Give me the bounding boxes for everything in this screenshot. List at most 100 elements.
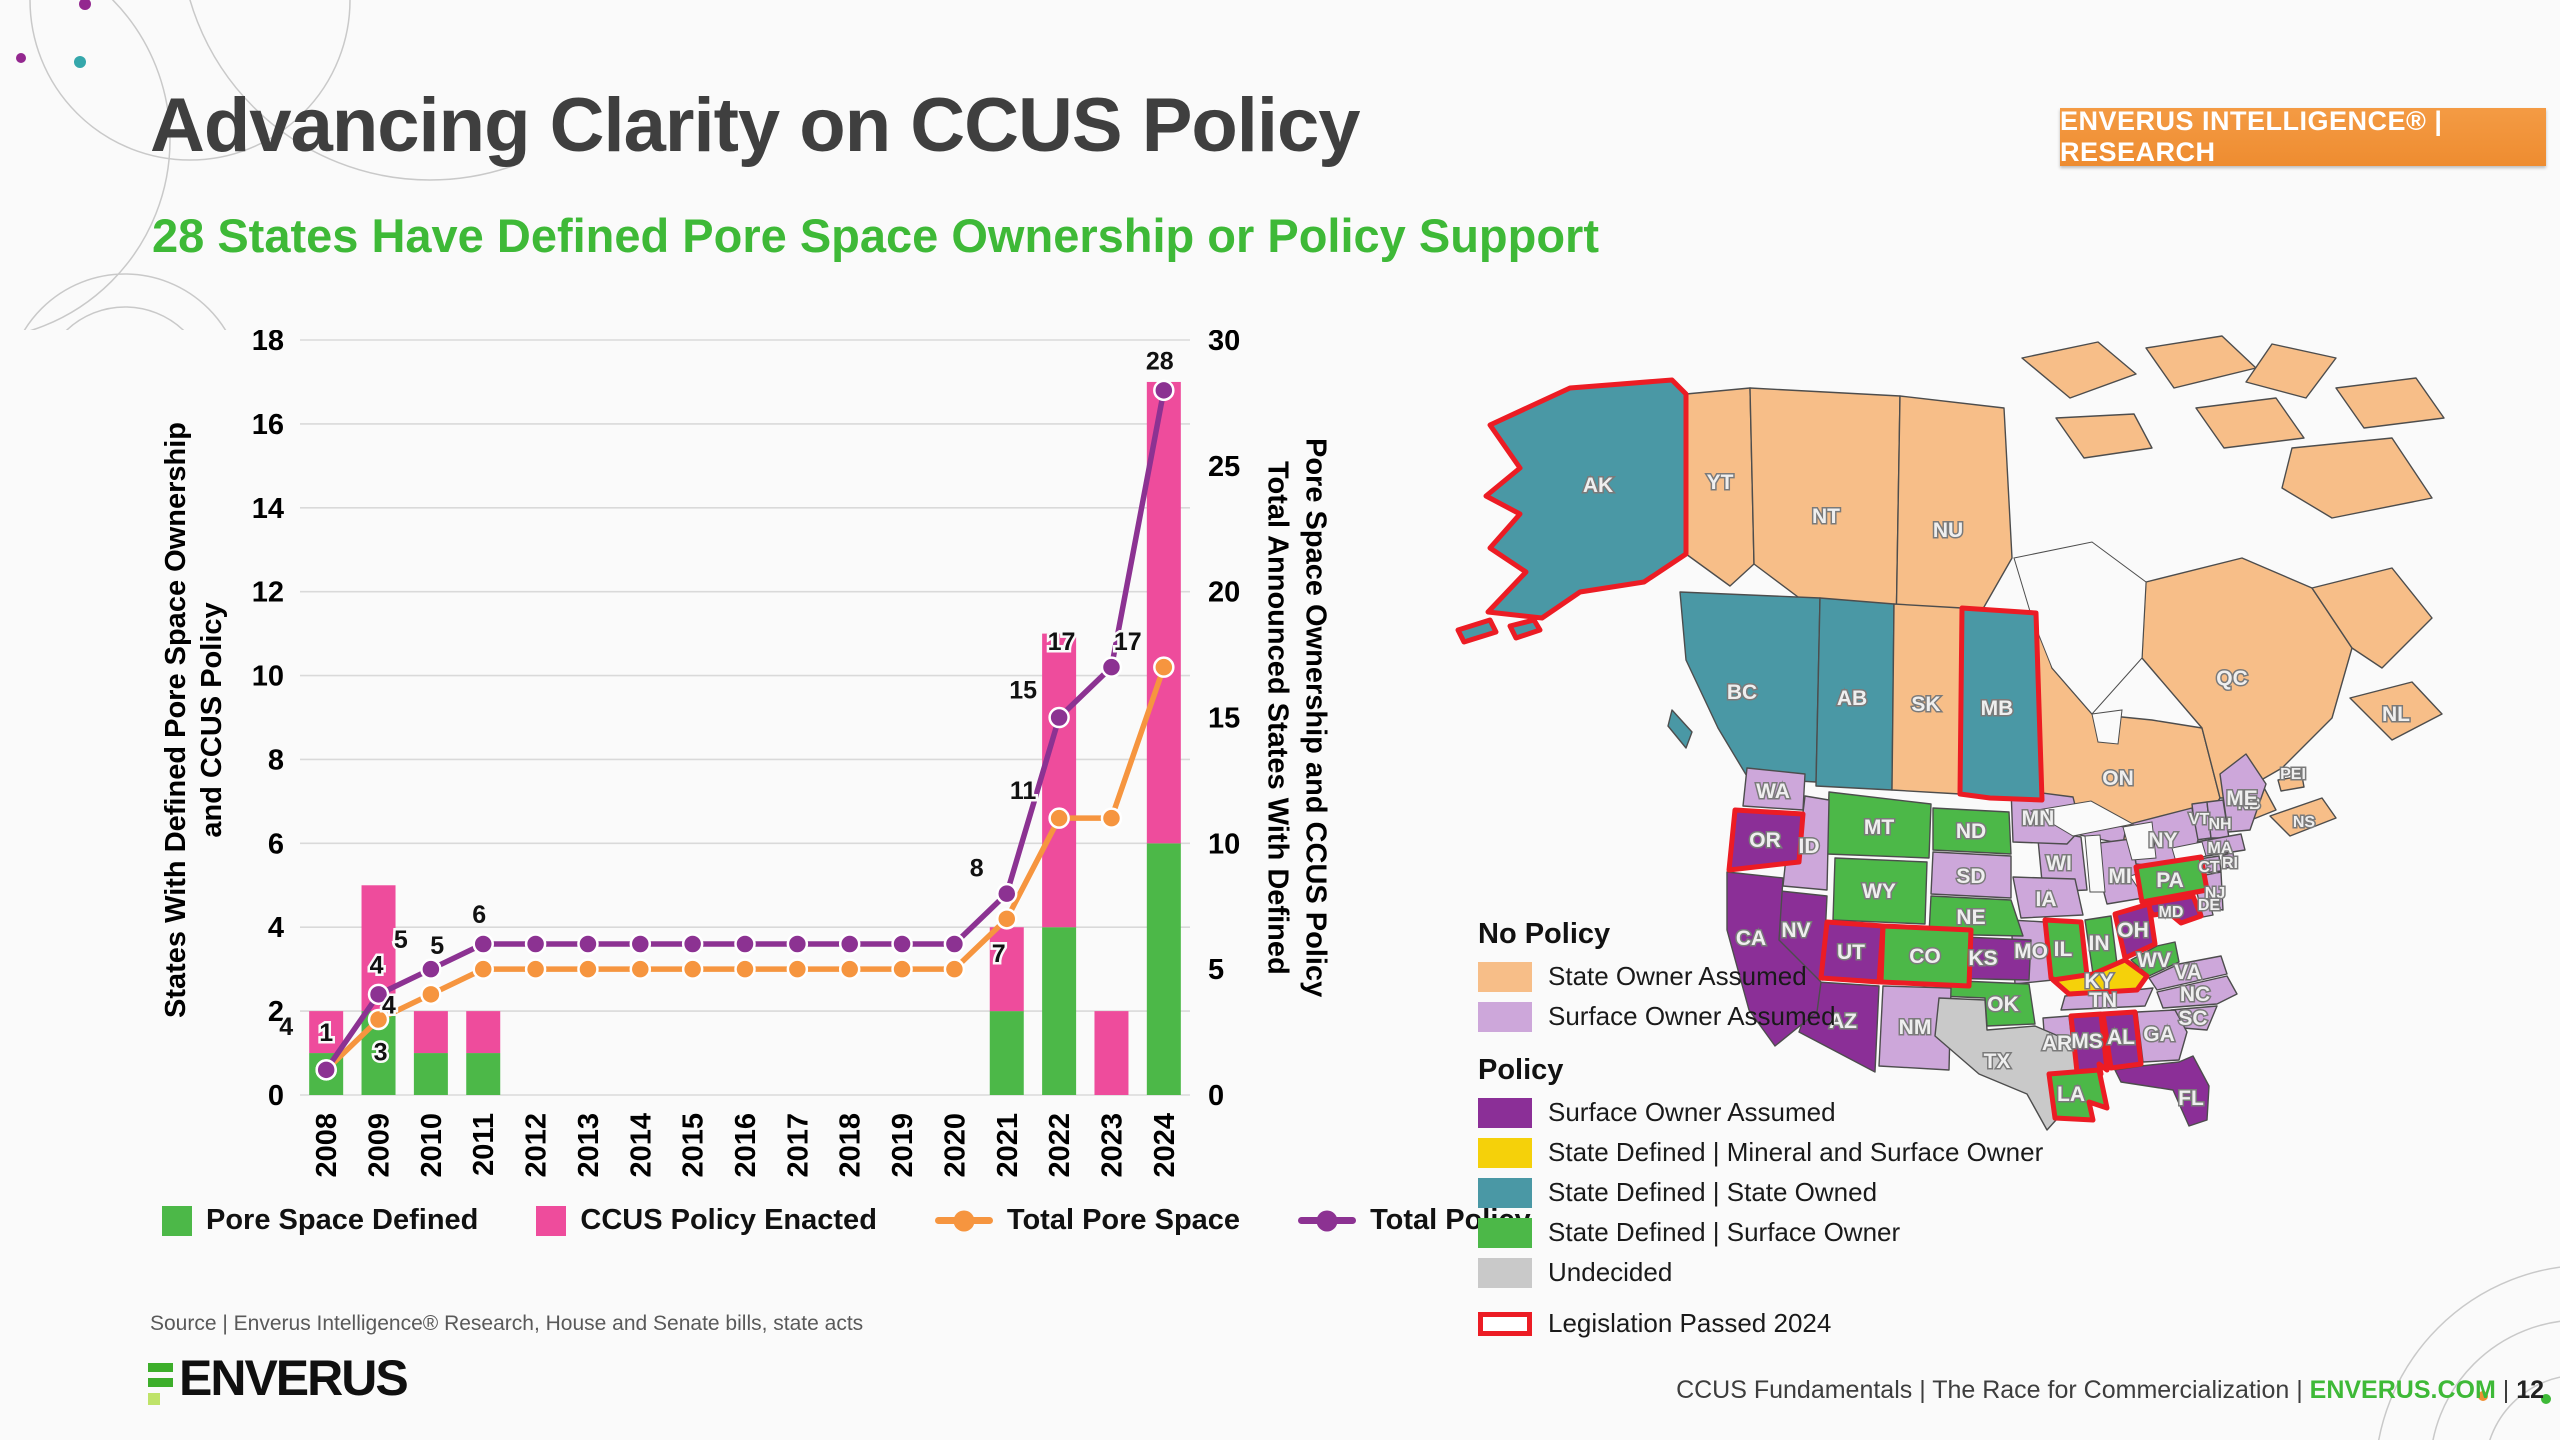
map-region-VA [2148,955,2228,991]
chart-legend-item-pore_space_defined: Pore Space Defined [162,1204,478,1237]
x-axis-label-2013: 2013 [573,1113,605,1178]
map-label-QC: QC [2216,667,2248,690]
dot-total_policy-2008 [315,1059,337,1081]
map-label-MN: MN [2022,807,2055,830]
legend-swatch [162,1205,192,1236]
map-label-NC: NC [2180,983,2210,1006]
dot-total_policy-2022 [1048,706,1070,729]
left-axis-tick: 6 [268,828,284,860]
map-region-UT [1818,919,1886,985]
map-region-isl5 [2195,397,2305,449]
dot-total_pore_space-2017 [786,958,809,980]
map-region-isl7 [2281,437,2433,519]
map-label-SD: SD [1956,865,1985,888]
legend-swatch [536,1205,567,1236]
map-lake-3 [2084,834,2106,893]
x-axis-label-2012: 2012 [521,1113,553,1178]
map-label-ME: ME [2226,787,2258,810]
data-label: 15 [1009,677,1037,705]
map-region-isl6 [2055,413,2153,459]
map-label-LA: LA [2057,1083,2085,1106]
dot-total_pore_space-2021 [996,908,1018,930]
footer-page-number: 12 [2516,1376,2544,1404]
dot-total_policy-2021 [996,882,1018,905]
map-region-AK [1483,377,1689,621]
dot-total_pore_space-2011 [472,958,494,980]
map-region-WY [1832,857,1928,925]
data-label: 17 [1114,628,1142,656]
dot-total_pore_space-2014 [629,958,652,980]
map-label-GA: GA [2143,1023,2175,1046]
data-label: 7 [992,940,1006,968]
map-region-QC [2141,557,2353,799]
map-region-CA [1726,871,1822,1047]
x-axis-label-2021: 2021 [992,1113,1024,1178]
map-region-VanIsl [1667,709,1693,749]
chart-legend-item-total_pore_space: Total Pore Space [934,1204,1240,1237]
map-label-CT: CT [2198,859,2220,876]
map-legend-swatch [1478,1257,1532,1288]
dot-total_policy-2015 [681,933,704,955]
map-region-LA [2046,1067,2110,1123]
left-axis-tick: 8 [268,744,284,776]
data-label: 6 [472,901,486,929]
map-legend-label: Surface Owner Assumed [1548,1001,1836,1031]
map-legend-outline-swatch [1478,1311,1532,1336]
map-region-NL [2349,681,2443,741]
map-label-MS: MS [2071,1030,2103,1053]
dot-total_pore_space-2010 [420,983,442,1006]
left-axis-tick: 0 [268,1080,284,1112]
left-axis-tick: 14 [252,493,284,525]
x-axis-label-2022: 2022 [1044,1113,1076,1178]
map-legend-label: Undecided [1548,1257,1673,1287]
x-axis-label-2020: 2020 [939,1113,971,1178]
map-label-NE: NE [1956,906,1985,929]
map-legend-label: State Defined | Mineral and Surface Owne… [1548,1137,2044,1167]
bar-pore_space_defined-2024 [1146,843,1181,1095]
map-label-AL: AL [2107,1026,2135,1049]
bar-pore_space_defined-2010 [413,1053,448,1095]
map-region-NC [2156,975,2238,1009]
data-label: 5 [394,926,408,954]
left-axis-tick: 18 [252,330,284,357]
map-lake-2 [2029,800,2135,837]
map-region-AL [2100,1009,2144,1071]
enverus-logo-text: ENVERUS [179,1350,409,1406]
bar-pore_space_defined-2011 [466,1053,501,1095]
chart-legend-item-ccus_policy_enacted: CCUS Policy Enacted [536,1204,877,1237]
map-label-KY: KY [2084,970,2113,993]
map-legend-label: Legislation Passed 2024 [1548,1308,1832,1338]
legend-line-marker [1298,1210,1357,1231]
map-label-WV: WV [2137,949,2171,972]
data-label: 4 [370,951,384,979]
map-region-KY [2050,957,2150,997]
map-label-FL: FL [2178,1087,2204,1110]
dot-total_policy-2009 [367,983,390,1006]
map-label-RI: RI [2222,855,2238,872]
map-label-NU: NU [1933,519,1963,542]
north-america-map: AK YT NT NU BC AB SK MB ON QC NL NB PEI NS ME VT NH MA CT R… [1455,335,2445,1131]
right-axis-tick: 5 [1208,954,1224,986]
x-axis-label-2009: 2009 [364,1113,396,1178]
map-region-NS [2269,797,2337,837]
map-region-ND [1932,807,2012,855]
map-label-NJ: NJ [2205,885,2225,902]
map-region-isl3 [2245,343,2337,399]
map-legend-label: State Defined | Surface Owner [1548,1217,1901,1247]
map-label-PA: PA [2156,869,2184,892]
bar-ccus_policy_enacted-2021 [989,927,1024,1012]
legend-line-marker [934,1210,993,1231]
map-label-NH: NH [2208,816,2231,833]
right-axis-tick: 15 [1208,703,1240,735]
map-label-SC: SC [2178,1007,2207,1030]
map-label-DE: DE [2198,897,2221,914]
map-label-ID: ID [1799,835,1820,858]
map-label-MO: MO [2014,940,2048,963]
x-axis-label-2019: 2019 [887,1113,919,1178]
brand-badge: ENVERUS INTELLIGENCE® | RESEARCH [2060,106,2546,167]
map-label-IL: IL [2054,938,2073,961]
map-legend-item: Surface Owner Assumed [1478,1001,2178,1032]
data-label: 3 [374,1039,388,1067]
map-lake-4 [2122,821,2157,861]
